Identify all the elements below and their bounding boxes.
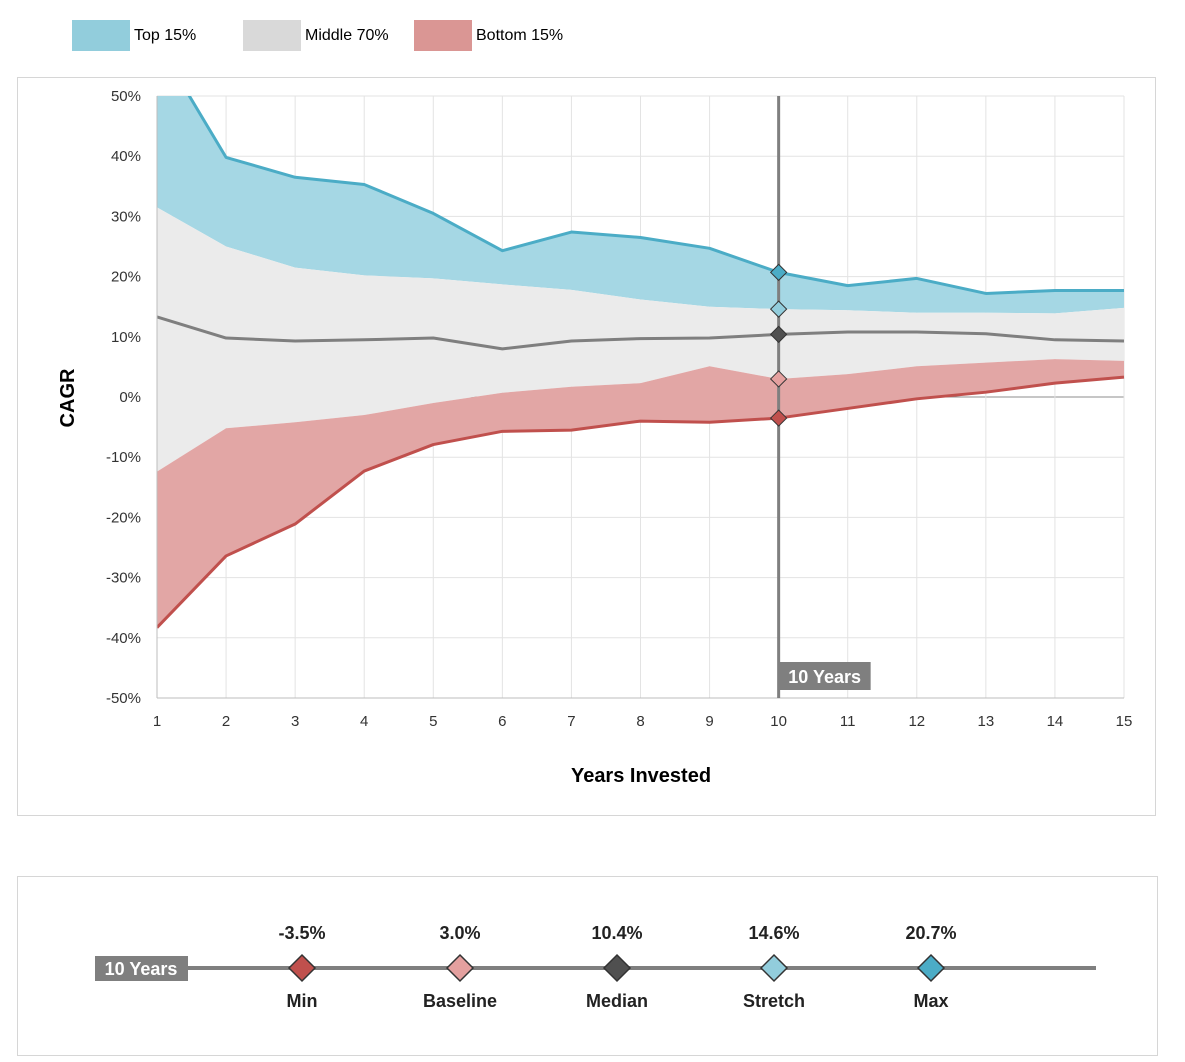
- cagr-chart: 50%40%30%20%10%0%-10%-20%-30%-40%-50%1 2 3…: [57, 88, 1133, 787]
- legend-swatch-top: [72, 20, 130, 51]
- chart-panel: 50% 40% 30% 20% 10% 0% -10% -20% -30% -40% -50% 1 2 3…: [17, 77, 1156, 816]
- summary-diamond-stretch: [759, 953, 789, 983]
- summary-label-max: Max: [913, 991, 948, 1011]
- x-tick-label: 9: [705, 713, 713, 730]
- series-marker-baseline: [769, 370, 788, 388]
- y-tick-label: -40%: [106, 630, 141, 647]
- y-axis-title: CAGR: [57, 368, 79, 427]
- x-tick-label: 6: [498, 713, 506, 730]
- series-marker-max: [769, 263, 788, 282]
- y-tick-label: 40%: [111, 148, 141, 165]
- band-top-15-: [157, 96, 1124, 314]
- summary-label-baseline: Baseline: [423, 991, 497, 1011]
- summary-strip: 10 Years -3.5% Min 3.0% Baseline 10.4% Median…: [95, 923, 1096, 1011]
- x-tick-label: 11: [840, 713, 856, 730]
- x-tick-label: 8: [636, 713, 644, 730]
- x-tick-label: 4: [360, 713, 368, 730]
- summary-value-stretch: 14.6%: [748, 923, 799, 943]
- y-tick-label: -10%: [106, 449, 141, 466]
- x-tick-label: 15: [1116, 713, 1133, 730]
- x-tick-label: 13: [978, 713, 995, 730]
- series-marker-median: [769, 325, 788, 344]
- x-tick-label: 5: [429, 713, 437, 730]
- legend-label-bottom: Bottom 15%: [476, 27, 564, 44]
- legend-label-top: Top 15%: [134, 27, 197, 44]
- period-marker-label: 10 Years: [788, 667, 861, 687]
- y-tick-label: 50%: [111, 88, 141, 105]
- y-tick-label: -20%: [106, 509, 141, 526]
- x-tick-label: 1: [153, 713, 161, 730]
- x-tick-label: 7: [567, 713, 575, 730]
- x-tick-label: 10: [770, 713, 787, 730]
- summary-panel: 10 Years -3.5% Min 3.0% Baseline 10.4% Median…: [17, 876, 1158, 1056]
- summary-label-median: Median: [586, 991, 648, 1011]
- y-tick-label: -50%: [106, 690, 141, 707]
- y-tick-label: -30%: [106, 570, 141, 587]
- summary-diamond-min: [287, 953, 317, 983]
- summary-diamond-max: [916, 953, 946, 983]
- legend-label-middle: Middle 70%: [305, 27, 389, 44]
- summary-value-baseline: 3.0%: [439, 923, 480, 943]
- x-tick-label: 12: [908, 713, 925, 730]
- y-tick-label: 30%: [111, 208, 141, 225]
- x-tick-label: 3: [291, 713, 299, 730]
- legend-swatch-bottom: [414, 20, 472, 51]
- series-marker-stretch: [769, 300, 788, 318]
- series-line-min: [157, 375, 1125, 629]
- period-marker-badge: [778, 662, 871, 690]
- y-tick-label: 20%: [111, 269, 141, 286]
- summary-diamond-median: [602, 953, 632, 983]
- summary-diamond-baseline: [445, 953, 475, 983]
- summary-value-max: 20.7%: [905, 923, 956, 943]
- summary-label-min: Min: [287, 991, 318, 1011]
- x-tick-label: 14: [1047, 713, 1064, 730]
- band-bottom-15-: [157, 359, 1124, 628]
- series-marker-min: [769, 409, 788, 427]
- summary-label-stretch: Stretch: [743, 991, 805, 1011]
- series-line-max: [187, 96, 1124, 295]
- y-tick-label: 0%: [119, 389, 141, 406]
- summary-period-label: 10 Years: [105, 959, 178, 979]
- series-line-median: [157, 315, 1125, 351]
- x-tick-label: 2: [222, 713, 230, 730]
- x-axis-title: Years Invested: [571, 765, 711, 787]
- summary-period-badge: [95, 956, 188, 981]
- summary-value-min: -3.5%: [278, 923, 325, 943]
- legend-swatch-middle: [243, 20, 301, 51]
- y-tick-label: 10%: [111, 329, 141, 346]
- summary-value-median: 10.4%: [591, 923, 642, 943]
